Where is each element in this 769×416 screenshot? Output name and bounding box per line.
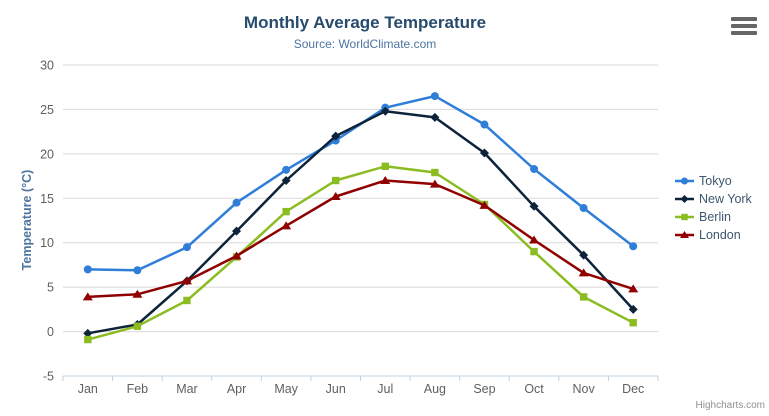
x-tick-label: Jun (326, 382, 346, 396)
data-point-circle-marker[interactable] (530, 164, 539, 173)
data-point-circle-marker[interactable] (480, 120, 489, 129)
data-point-diamond-marker[interactable] (479, 148, 489, 158)
data-point-circle-marker[interactable] (629, 242, 638, 251)
data-point-diamond-marker[interactable] (579, 250, 589, 260)
legend: Tokyo New York Berlin London (675, 172, 752, 244)
data-point-triangle-marker[interactable] (231, 251, 242, 260)
data-point-triangle-marker[interactable] (479, 200, 490, 209)
y-tick-label: 20 (40, 147, 54, 161)
x-tick-label: Mar (176, 382, 198, 396)
data-point-triangle-marker[interactable] (578, 268, 589, 277)
data-point-triangle-marker[interactable] (529, 235, 540, 244)
data-point-circle-marker[interactable] (83, 265, 92, 274)
data-point-diamond-marker[interactable] (680, 195, 689, 203)
data-point-circle-marker[interactable] (133, 266, 142, 275)
y-tick-label: 25 (40, 103, 54, 117)
data-point-triangle-marker[interactable] (281, 221, 292, 230)
series-line (86, 165, 635, 341)
x-tick-label: Apr (227, 382, 246, 396)
x-tick-label: Sep (473, 382, 495, 396)
y-tick-label: 30 (40, 59, 54, 73)
legend-item-london[interactable]: London (675, 226, 752, 244)
x-tick-label: Feb (127, 382, 149, 396)
data-point-triangle-marker[interactable] (132, 289, 143, 298)
data-point-circle-marker[interactable] (681, 177, 688, 185)
legend-item-tokyo[interactable]: Tokyo (675, 172, 752, 190)
data-point-circle-marker[interactable] (182, 243, 191, 252)
data-point-square-marker[interactable] (381, 162, 389, 170)
data-point-square-marker[interactable] (579, 293, 588, 301)
x-tick-label: Nov (573, 382, 596, 396)
x-tick-label: Dec (622, 382, 644, 396)
series-line (86, 109, 635, 335)
data-point-square-marker[interactable] (332, 176, 340, 185)
legend-item-new-york[interactable]: New York (675, 190, 752, 208)
series-new-york[interactable] (83, 106, 638, 338)
diamond-legend-marker-icon (675, 195, 694, 203)
data-point-diamond-marker[interactable] (628, 304, 638, 314)
data-point-triangle-marker[interactable] (82, 292, 93, 301)
data-point-square-marker[interactable] (530, 247, 538, 256)
x-tick-label: Jul (377, 382, 393, 396)
y-tick-label: 0 (47, 325, 54, 339)
data-point-diamond-marker[interactable] (83, 328, 93, 338)
triangle-legend-marker-icon (675, 231, 694, 238)
circle-legend-marker-icon (675, 177, 694, 185)
series-line (86, 94, 635, 272)
x-tick-label: Jan (78, 382, 98, 396)
data-point-square-marker[interactable] (282, 207, 290, 216)
y-tick-label: 10 (40, 236, 54, 250)
chart-title: Monthly Average Temperature (243, 13, 487, 32)
data-point-triangle-marker[interactable] (680, 231, 689, 238)
series-line (86, 179, 635, 299)
data-point-diamond-marker[interactable] (380, 106, 390, 116)
data-point-square-marker[interactable] (84, 335, 92, 344)
legend-label: New York (699, 192, 752, 206)
hamburger-icon (731, 17, 757, 35)
data-point-circle-marker[interactable] (430, 92, 439, 101)
data-point-circle-marker[interactable] (282, 165, 291, 174)
square-legend-marker-icon (675, 213, 694, 221)
data-point-triangle-marker[interactable] (628, 284, 639, 293)
x-tick-label: Oct (524, 382, 544, 396)
y-tick-label: 15 (40, 192, 54, 206)
data-point-diamond-marker[interactable] (281, 176, 291, 186)
data-point-square-marker[interactable] (629, 318, 637, 327)
data-point-diamond-marker[interactable] (331, 131, 341, 141)
data-point-diamond-marker[interactable] (529, 201, 539, 211)
legend-label: Tokyo (699, 174, 732, 188)
series-tokyo[interactable] (83, 92, 638, 275)
x-tick-label: Aug (424, 382, 446, 396)
y-tick-label: -5 (43, 370, 54, 384)
data-point-triangle-marker[interactable] (330, 192, 341, 201)
data-point-triangle-marker[interactable] (429, 179, 440, 188)
data-point-triangle-marker[interactable] (181, 276, 192, 285)
data-point-square-marker[interactable] (183, 296, 191, 305)
series-berlin[interactable] (84, 162, 637, 344)
data-point-diamond-marker[interactable] (232, 226, 242, 236)
data-point-circle-marker[interactable] (579, 204, 588, 213)
data-point-square-marker[interactable] (431, 168, 439, 177)
y-tick-label: 5 (47, 281, 54, 295)
x-tick-label: May (274, 382, 298, 396)
data-point-circle-marker[interactable] (232, 198, 241, 207)
credits-link[interactable]: Highcharts.com (695, 400, 765, 411)
chart-subtitle: Source: WorldClimate.com (293, 37, 437, 51)
export-menu-button[interactable] (729, 15, 759, 39)
legend-label: Berlin (699, 210, 731, 224)
data-point-square-marker[interactable] (681, 213, 688, 221)
data-point-square-marker[interactable] (133, 322, 142, 330)
data-point-triangle-marker[interactable] (380, 176, 391, 185)
data-point-diamond-marker[interactable] (430, 112, 440, 122)
legend-label: London (699, 228, 741, 242)
legend-item-berlin[interactable]: Berlin (675, 208, 752, 226)
series-london[interactable] (82, 176, 639, 301)
